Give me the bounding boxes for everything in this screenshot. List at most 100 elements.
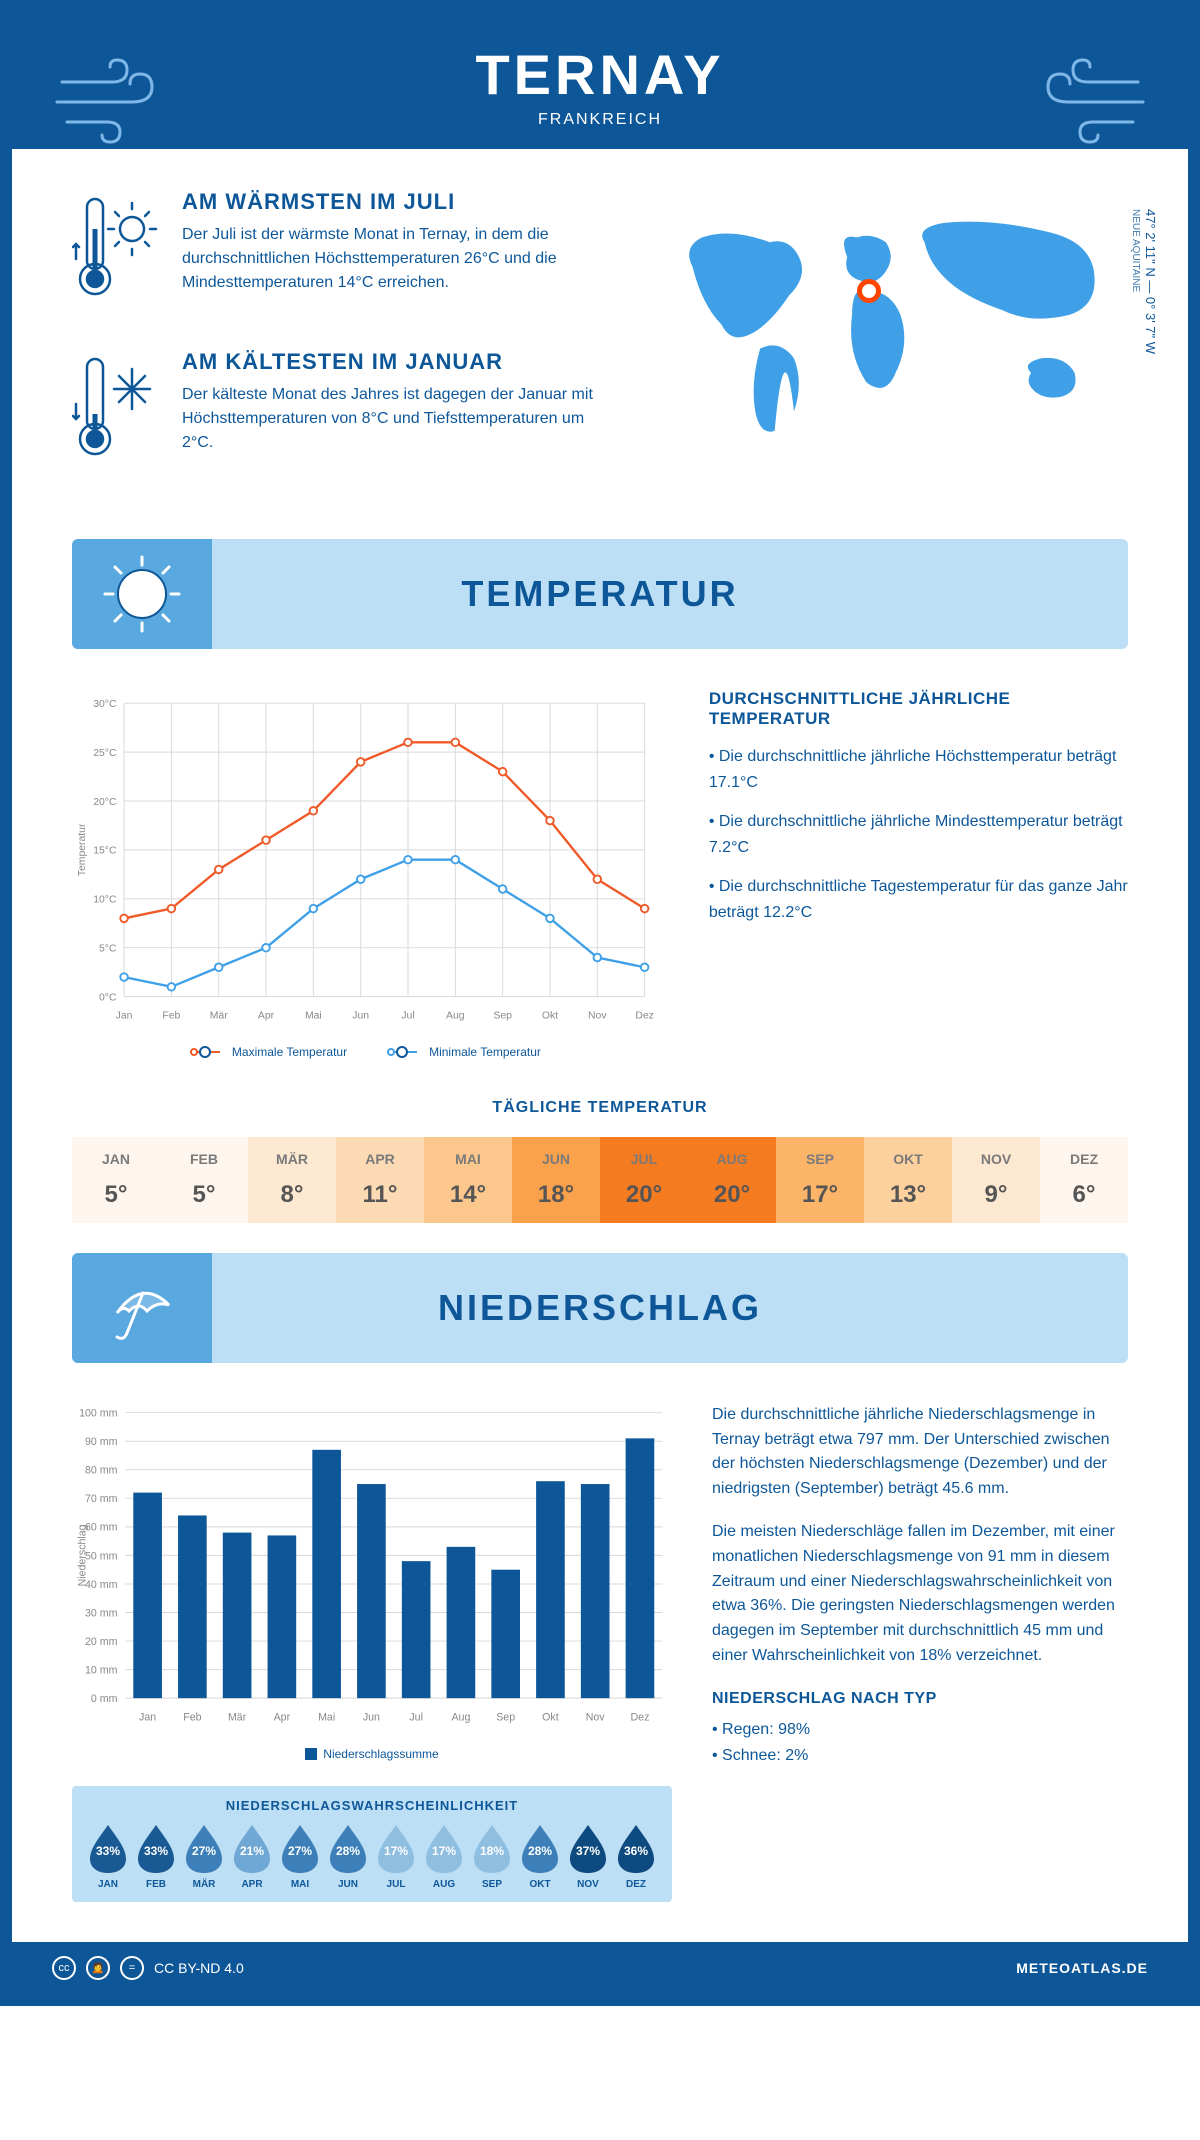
svg-text:0°C: 0°C bbox=[99, 992, 117, 1003]
world-map: 47° 2' 11" N — 0° 3' 7" W NEUE AQUITAINE bbox=[644, 189, 1128, 509]
svg-text:Nov: Nov bbox=[588, 1010, 607, 1021]
section-banner-temperature: TEMPERATUR bbox=[72, 539, 1128, 649]
daily-temp-cell: JUL20° bbox=[600, 1137, 688, 1223]
svg-text:70 mm: 70 mm bbox=[85, 1493, 118, 1505]
fact-cold-title: AM KÄLTESTEN IM JANUAR bbox=[182, 349, 604, 375]
svg-text:Jan: Jan bbox=[116, 1010, 133, 1021]
fact-cold-text: Der kälteste Monat des Jahres ist dagege… bbox=[182, 383, 604, 455]
daily-temp-cell: APR11° bbox=[336, 1137, 424, 1223]
svg-text:Jun: Jun bbox=[363, 1711, 380, 1723]
license-text: CC BY-ND 4.0 bbox=[154, 1960, 244, 1976]
svg-text:Okt: Okt bbox=[542, 1711, 559, 1723]
intro-section: AM WÄRMSTEN IM JULI Der Juli ist der wär… bbox=[72, 189, 1128, 509]
svg-text:5°C: 5°C bbox=[99, 943, 117, 954]
temp-chart-legend: Maximale Temperatur Minimale Temperatur bbox=[72, 1045, 659, 1059]
svg-text:Mai: Mai bbox=[318, 1711, 335, 1723]
svg-text:Mär: Mär bbox=[210, 1010, 228, 1021]
svg-text:Niederschlag: Niederschlag bbox=[77, 1524, 89, 1586]
precipitation-bar-chart: 0 mm 10 mm 20 mm 30 mm 40 mm 50 mm 60 mm 70 mm 8… bbox=[72, 1403, 672, 1732]
by-icon: 🙍 bbox=[86, 1956, 110, 1980]
page-title: TERNAY bbox=[12, 42, 1188, 107]
svg-text:Feb: Feb bbox=[183, 1711, 201, 1723]
daily-temp-cell: MAI14° bbox=[424, 1137, 512, 1223]
page-subtitle: FRANKREICH bbox=[12, 111, 1188, 129]
nd-icon: = bbox=[120, 1956, 144, 1980]
probability-drop: 28%OKT bbox=[516, 1823, 564, 1890]
thermometer-hot-icon bbox=[72, 189, 162, 309]
site-name: METEOATLAS.DE bbox=[1016, 1960, 1148, 1976]
svg-text:Jul: Jul bbox=[401, 1010, 414, 1021]
svg-text:Mär: Mär bbox=[228, 1711, 247, 1723]
probability-drop: 27%MÄR bbox=[180, 1823, 228, 1890]
temperature-line-chart: 0°C 5°C 10°C 15°C 20°C 25°C 30°C Jan Feb Mär Apr Ma… bbox=[72, 689, 659, 1030]
svg-text:Dez: Dez bbox=[630, 1711, 649, 1723]
daily-temp-cell: SEP17° bbox=[776, 1137, 864, 1223]
section-title-precip: NIEDERSCHLAG bbox=[438, 1287, 762, 1329]
probability-drop: 36%DEZ bbox=[612, 1823, 660, 1890]
thermometer-cold-icon bbox=[72, 349, 162, 469]
svg-text:15°C: 15°C bbox=[93, 846, 117, 857]
svg-text:60 mm: 60 mm bbox=[85, 1521, 118, 1533]
fact-warm-text: Der Juli ist der wärmste Monat in Ternay… bbox=[182, 223, 604, 295]
infographic-page: TERNAY FRANKREICH bbox=[0, 0, 1200, 2006]
footer: cc 🙍 = CC BY-ND 4.0 METEOATLAS.DE bbox=[12, 1942, 1188, 1994]
coordinates: 47° 2' 11" N — 0° 3' 7" W NEUE AQUITAINE bbox=[1128, 209, 1158, 354]
probability-drop: 28%JUN bbox=[324, 1823, 372, 1890]
daily-temp-cell: JUN18° bbox=[512, 1137, 600, 1223]
svg-text:Apr: Apr bbox=[274, 1711, 291, 1723]
svg-text:Nov: Nov bbox=[586, 1711, 606, 1723]
daily-temp-cell: OKT13° bbox=[864, 1137, 952, 1223]
umbrella-icon bbox=[97, 1263, 187, 1353]
probability-drop: 17%AUG bbox=[420, 1823, 468, 1890]
section-banner-precip: NIEDERSCHLAG bbox=[72, 1253, 1128, 1363]
sun-icon bbox=[97, 549, 187, 639]
svg-text:90 mm: 90 mm bbox=[85, 1436, 118, 1448]
precipitation-summary: Die durchschnittliche jährliche Niedersc… bbox=[712, 1403, 1128, 1902]
daily-temp-cell: FEB5° bbox=[160, 1137, 248, 1223]
svg-text:20 mm: 20 mm bbox=[85, 1636, 118, 1648]
svg-text:30°C: 30°C bbox=[93, 699, 117, 710]
fact-warmest: AM WÄRMSTEN IM JULI Der Juli ist der wär… bbox=[72, 189, 604, 314]
svg-text:0 mm: 0 mm bbox=[91, 1693, 118, 1705]
svg-text:Okt: Okt bbox=[542, 1010, 558, 1021]
svg-text:30 mm: 30 mm bbox=[85, 1607, 118, 1619]
svg-text:Jun: Jun bbox=[352, 1010, 369, 1021]
svg-text:10 mm: 10 mm bbox=[85, 1664, 118, 1676]
svg-text:40 mm: 40 mm bbox=[85, 1579, 118, 1591]
probability-drop: 18%SEP bbox=[468, 1823, 516, 1890]
svg-text:25°C: 25°C bbox=[93, 748, 117, 759]
svg-text:Dez: Dez bbox=[635, 1010, 654, 1021]
fact-coldest: AM KÄLTESTEN IM JANUAR Der kälteste Mona… bbox=[72, 349, 604, 474]
daily-temp-title: TÄGLICHE TEMPERATUR bbox=[72, 1099, 1128, 1117]
wind-icon bbox=[52, 52, 172, 152]
svg-text:Feb: Feb bbox=[162, 1010, 180, 1021]
svg-text:20°C: 20°C bbox=[93, 797, 117, 808]
svg-text:100 mm: 100 mm bbox=[79, 1407, 118, 1419]
probability-drop: 27%MAI bbox=[276, 1823, 324, 1890]
svg-text:Mai: Mai bbox=[305, 1010, 322, 1021]
daily-temp-cell: AUG20° bbox=[688, 1137, 776, 1223]
svg-text:10°C: 10°C bbox=[93, 895, 117, 906]
probability-drop: 33%JAN bbox=[84, 1823, 132, 1890]
precip-probability-box: NIEDERSCHLAGSWAHRSCHEINLICHKEIT 33%JAN33… bbox=[72, 1786, 672, 1902]
daily-temp-cell: DEZ6° bbox=[1040, 1137, 1128, 1223]
svg-text:Jan: Jan bbox=[139, 1711, 156, 1723]
daily-temp-grid: JAN5°FEB5°MÄR8°APR11°MAI14°JUN18°JUL20°A… bbox=[72, 1137, 1128, 1223]
header: TERNAY FRANKREICH bbox=[12, 12, 1188, 149]
svg-text:Apr: Apr bbox=[258, 1010, 275, 1021]
probability-drop: 21%APR bbox=[228, 1823, 276, 1890]
svg-text:80 mm: 80 mm bbox=[85, 1464, 118, 1476]
probability-drop: 37%NOV bbox=[564, 1823, 612, 1890]
svg-text:Sep: Sep bbox=[493, 1010, 512, 1021]
daily-temp-cell: MÄR8° bbox=[248, 1137, 336, 1223]
svg-text:Sep: Sep bbox=[496, 1711, 515, 1723]
daily-temp-cell: JAN5° bbox=[72, 1137, 160, 1223]
daily-temp-cell: NOV9° bbox=[952, 1137, 1040, 1223]
section-title-temp: TEMPERATUR bbox=[461, 573, 738, 615]
location-marker bbox=[857, 279, 881, 303]
svg-text:50 mm: 50 mm bbox=[85, 1550, 118, 1562]
cc-icon: cc bbox=[52, 1956, 76, 1980]
precip-chart-legend: Niederschlagssumme bbox=[72, 1747, 672, 1761]
temperature-summary: DURCHSCHNITTLICHE JÄHRLICHE TEMPERATUR •… bbox=[709, 689, 1128, 1059]
svg-text:Jul: Jul bbox=[409, 1711, 423, 1723]
